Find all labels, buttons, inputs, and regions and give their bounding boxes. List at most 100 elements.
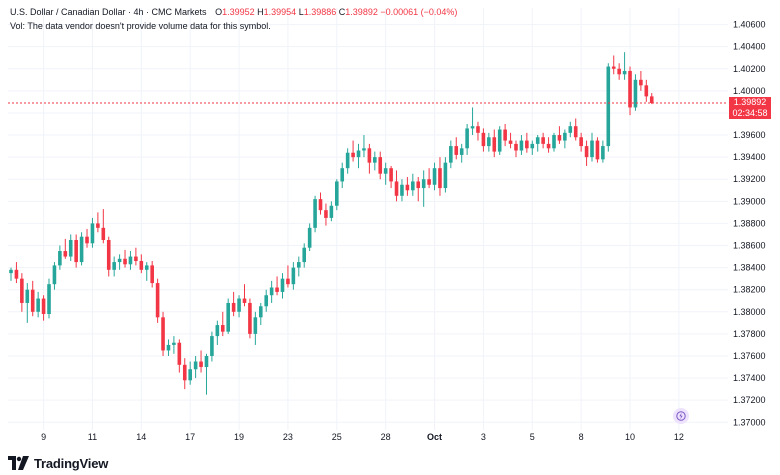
candle-body[interactable] [231, 302, 236, 312]
candle-body[interactable] [639, 79, 643, 86]
candle-body[interactable] [280, 278, 285, 292]
candle-body[interactable] [117, 258, 122, 263]
candle-body[interactable] [492, 137, 497, 152]
candle-body[interactable] [329, 205, 334, 218]
candle-body[interactable] [264, 295, 269, 307]
candle-body[interactable] [204, 355, 209, 368]
candle-body[interactable] [220, 325, 225, 332]
candle-body[interactable] [416, 181, 421, 189]
candle-body[interactable] [345, 152, 350, 169]
candle-body[interactable] [291, 267, 296, 285]
candle-body[interactable] [307, 227, 312, 248]
candle-body[interactable] [324, 210, 328, 218]
candle-body[interactable] [128, 256, 133, 265]
candle-body[interactable] [177, 342, 182, 365]
candle-body[interactable] [296, 262, 301, 268]
candle-body[interactable] [427, 179, 431, 185]
candle-body[interactable] [30, 289, 35, 312]
candle-body[interactable] [237, 298, 241, 312]
candle-body[interactable] [622, 70, 627, 75]
candle-body[interactable] [459, 148, 464, 155]
candle-body[interactable] [481, 132, 486, 147]
candle-body[interactable] [421, 179, 426, 189]
candle-body[interactable] [579, 137, 583, 147]
candle-body[interactable] [199, 361, 203, 368]
tradingview-logo[interactable]: TradingView [8, 456, 108, 471]
candle-body[interactable] [20, 278, 24, 303]
candle-body[interactable] [150, 265, 154, 284]
candle-body[interactable] [519, 140, 524, 151]
candle-body[interactable] [470, 126, 475, 129]
candle-body[interactable] [14, 269, 19, 279]
candle-body[interactable] [106, 239, 111, 270]
candle-body[interactable] [74, 239, 78, 263]
candle-body[interactable] [546, 143, 551, 149]
candle-body[interactable] [85, 236, 89, 244]
candle-body[interactable] [405, 184, 410, 191]
candle-body[interactable] [112, 262, 116, 270]
candle-body[interactable] [215, 325, 220, 337]
candle-body[interactable] [400, 184, 404, 196]
candle-body[interactable] [530, 143, 535, 149]
candle-body[interactable] [649, 96, 654, 104]
candle-body[interactable] [96, 223, 100, 228]
candle-body[interactable] [465, 128, 469, 149]
candle-body[interactable] [166, 344, 171, 351]
candle-body[interactable] [242, 298, 247, 303]
candle-body[interactable] [172, 342, 176, 345]
candle-body[interactable] [590, 140, 594, 158]
candle-body[interactable] [362, 148, 366, 151]
candle-body[interactable] [335, 181, 339, 206]
candle-body[interactable] [584, 146, 589, 158]
candle-body[interactable] [253, 317, 258, 334]
candle-body[interactable] [476, 126, 480, 133]
candle-body[interactable] [411, 181, 415, 191]
candle-body[interactable] [47, 284, 51, 315]
candle-body[interactable] [633, 79, 638, 108]
candle-body[interactable] [41, 298, 46, 315]
candle-body[interactable] [449, 146, 453, 163]
candle-body[interactable] [340, 168, 345, 182]
candle-body[interactable] [356, 150, 361, 158]
candle-body[interactable] [139, 260, 144, 270]
candle-body[interactable] [541, 137, 545, 144]
candle-body[interactable] [193, 361, 198, 370]
candle-body[interactable] [25, 289, 30, 303]
bolt-icon[interactable] [673, 408, 689, 424]
candle-body[interactable] [134, 256, 138, 261]
candle-body[interactable] [601, 146, 605, 160]
candle-body[interactable] [552, 135, 556, 149]
candle-body[interactable] [525, 140, 529, 149]
candle-body[interactable] [90, 223, 95, 244]
candle-body[interactable] [275, 287, 279, 292]
candle-body[interactable] [63, 251, 68, 257]
candle-body[interactable] [535, 137, 540, 144]
candle-body[interactable] [514, 143, 518, 151]
candle-body[interactable] [438, 168, 442, 189]
candle-body[interactable] [161, 317, 165, 351]
candle-body[interactable] [557, 135, 562, 141]
candle-body[interactable] [644, 85, 649, 97]
candle-body[interactable] [503, 129, 507, 141]
candle-body[interactable] [394, 181, 399, 196]
candle-body[interactable] [101, 227, 106, 240]
candle-body[interactable] [9, 269, 13, 274]
candle-body[interactable] [367, 148, 372, 163]
candle-body[interactable] [351, 152, 355, 158]
candle-body[interactable] [248, 302, 252, 334]
candle-body[interactable] [58, 251, 62, 266]
candle-body[interactable] [36, 298, 40, 312]
candle-body[interactable] [628, 70, 632, 108]
candle-body[interactable] [286, 278, 290, 285]
candle-body[interactable] [432, 168, 437, 185]
candle-body[interactable] [563, 132, 567, 141]
candle-body[interactable] [611, 66, 616, 69]
candle-body[interactable] [313, 199, 317, 228]
candle-body[interactable] [302, 247, 307, 263]
candle-body[interactable] [568, 126, 573, 133]
candle-body[interactable] [155, 283, 160, 318]
candle-body[interactable] [258, 306, 263, 318]
candle-body[interactable] [269, 287, 274, 296]
candle-body[interactable] [318, 199, 323, 211]
